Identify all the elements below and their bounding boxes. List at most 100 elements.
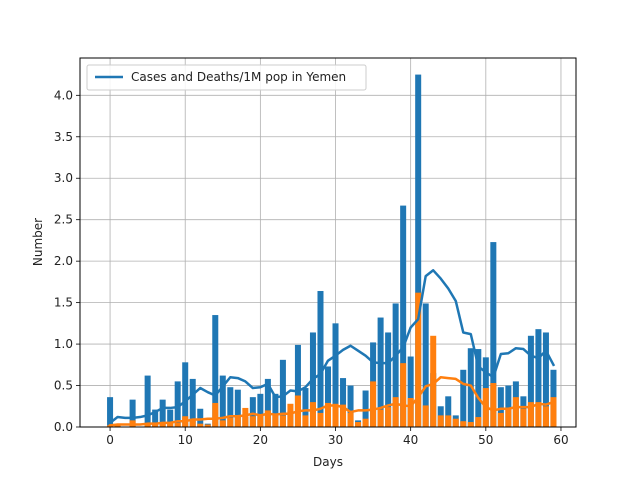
deaths-bar: [242, 407, 249, 427]
deaths-bar: [114, 425, 121, 427]
deaths-bar: [347, 412, 354, 427]
cases-bar: [144, 375, 151, 427]
cases-bar: [107, 397, 114, 427]
legend-entry: Cases and Deaths/1M pop in Yemen: [131, 70, 346, 84]
cases-bar: [324, 366, 332, 427]
cases-bar: [317, 291, 324, 427]
deaths-bar: [475, 417, 482, 427]
cases-bar: [407, 356, 414, 427]
deaths-bar: [152, 423, 159, 427]
deaths-bar: [249, 416, 256, 427]
deaths-bar: [490, 383, 497, 427]
deaths-bar: [445, 415, 452, 427]
x-tick-label: 20: [253, 433, 268, 447]
deaths-bar: [430, 335, 437, 427]
deaths-bar: [542, 406, 549, 427]
cases-bar: [535, 329, 542, 427]
cases-bar: [174, 381, 181, 427]
deaths-bar: [520, 408, 527, 427]
y-tick-label: 1.0: [54, 337, 73, 351]
deaths-bar: [159, 422, 166, 427]
deaths-bar: [212, 402, 219, 427]
deaths-bar: [497, 412, 504, 427]
cases-bar: [505, 385, 512, 427]
cases-bar: [347, 385, 354, 427]
deaths-bar: [422, 405, 429, 427]
cases-bar: [234, 389, 241, 427]
deaths-bar: [317, 412, 324, 427]
deaths-trend-line: [108, 376, 556, 427]
legend-box: [86, 64, 367, 91]
cases-bar: [385, 332, 392, 427]
x-tick-label: 40: [403, 433, 418, 447]
x-tick-label: 30: [328, 433, 343, 447]
x-tick-label: 50: [478, 433, 493, 447]
deaths-bar: [279, 415, 286, 427]
deaths-bar: [467, 422, 474, 427]
deaths-bar: [234, 417, 241, 427]
legend: Cases and Deaths/1M pop in Yemen: [86, 64, 367, 91]
cases-bar: [279, 359, 286, 427]
cases-bar: [332, 323, 339, 427]
deaths-bars: [107, 292, 557, 427]
deaths-bar: [340, 404, 347, 427]
deaths-bar: [219, 420, 226, 427]
cases-bar: [167, 409, 174, 427]
deaths-bar: [189, 418, 196, 427]
deaths-bar: [167, 422, 174, 427]
cases-bar: [182, 362, 189, 427]
deaths-bar: [400, 363, 407, 427]
cases-bar: [527, 335, 534, 427]
y-tick-label: 2.0: [54, 254, 73, 268]
deaths-bar: [257, 414, 264, 427]
cases-bar: [422, 303, 429, 427]
deaths-bar: [385, 407, 392, 427]
cases-bar: [189, 378, 196, 427]
deaths-bar: [204, 424, 211, 427]
cases-bar: [377, 317, 384, 427]
cases-bar: [227, 387, 234, 427]
cases-bar: [257, 393, 264, 427]
y-tick-label: 0.0: [54, 420, 73, 434]
y-tick-label: 2.5: [54, 213, 73, 227]
deaths-bar: [264, 410, 271, 427]
y-tick-label: 1.5: [54, 296, 73, 310]
deaths-bar: [324, 402, 332, 427]
deaths-bar: [437, 415, 444, 427]
cases-bar: [294, 344, 301, 427]
x-tick-label: 0: [106, 433, 114, 447]
deaths-bar: [460, 421, 467, 427]
x-axis-label: Days: [313, 455, 343, 469]
cases-bar: [392, 303, 399, 427]
deaths-bar: [227, 417, 234, 427]
deaths-bar: [377, 409, 384, 427]
y-tick-label: 3.0: [54, 171, 73, 185]
deaths-bar: [302, 415, 309, 427]
cases-bar: [249, 397, 256, 427]
cases-bar: [445, 396, 452, 427]
cases-bar: [129, 399, 136, 427]
y-tick-label: 4.0: [54, 88, 73, 102]
deaths-bar: [362, 418, 369, 427]
cases-bar: [212, 315, 219, 427]
cases-bar: [362, 390, 369, 427]
trend-lines: [108, 269, 556, 427]
deaths-bar: [527, 402, 534, 427]
deaths-bar: [197, 423, 204, 427]
cases-bar: [272, 393, 279, 427]
deaths-bar: [174, 422, 181, 427]
cases-bar: [302, 388, 309, 427]
plot-frame: [79, 57, 577, 428]
x-tick-label: 60: [553, 433, 568, 447]
deaths-bar: [332, 403, 339, 427]
deaths-bar: [452, 418, 459, 427]
deaths-bar: [287, 403, 294, 427]
cases-bar: [490, 242, 497, 427]
cases-bar: [542, 332, 549, 427]
deaths-bar: [370, 381, 377, 427]
y-tick-label: 0.5: [54, 379, 73, 393]
cases-bar: [400, 205, 407, 427]
cases-bar: [152, 409, 159, 427]
cases-bar: [475, 349, 482, 427]
